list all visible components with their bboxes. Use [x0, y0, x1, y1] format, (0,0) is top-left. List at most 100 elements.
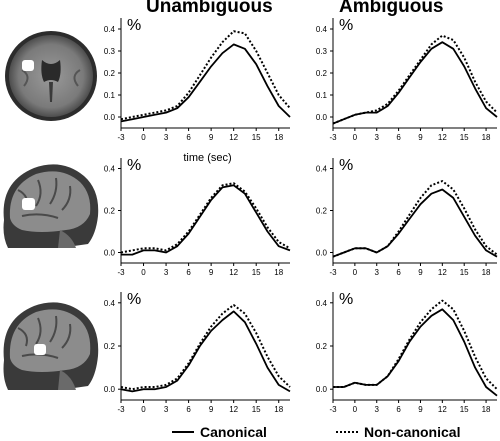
legend-non-canonical-label: Non-canonical [364, 424, 461, 440]
panel-3-ambiguous-x-tick-label: 18 [482, 405, 491, 414]
time-axis-label: time (sec) [183, 152, 231, 164]
legend-canonical-label: Canonical [200, 424, 267, 440]
panel-1-unambiguous-y-tick-label: 0.2 [104, 69, 116, 78]
panel-3-unambiguous-x-tick-label: 6 [186, 405, 191, 414]
panel-2-ambiguous-x-tick-label: 15 [460, 268, 469, 277]
panel-2-unambiguous-x-tick-label: 6 [186, 268, 191, 277]
panel-1-unambiguous-y-tick-label: 0.4 [104, 25, 116, 34]
panel-3-unambiguous-x-tick-label: 0 [141, 405, 146, 414]
roi-marker-3 [34, 344, 46, 355]
panel-3-ambiguous-x-tick-label: 9 [418, 405, 423, 414]
panel-3-unambiguous-y-tick-label: 0.2 [104, 342, 116, 351]
panel-2-unambiguous-series-canonical [121, 184, 291, 256]
header-ambiguous: Ambiguous [339, 0, 444, 17]
panel-3-unambiguous-unit-label: % [127, 291, 141, 308]
panel-1-unambiguous-y-tick-label: 0.0 [104, 113, 116, 122]
panel-3-ambiguous-x-tick-label: -3 [329, 405, 337, 414]
roi-marker-2 [22, 198, 35, 210]
panel-2-unambiguous-x-tick-label: 3 [164, 268, 169, 277]
panel-1-ambiguous-x-tick-label: 6 [396, 133, 401, 142]
panel-1-ambiguous-x-tick-label: 15 [460, 133, 469, 142]
panel-2-unambiguous-series-non-canonical [120, 182, 291, 254]
panel-1-ambiguous-y-tick-label: 0.2 [316, 69, 328, 78]
panel-1-ambiguous-x-tick-label: 12 [438, 133, 447, 142]
panel-3-ambiguous-x-tick-label: 0 [353, 405, 358, 414]
panel-2-unambiguous-x-tick-label: 12 [229, 268, 238, 277]
panel-2-unambiguous-y-tick-label: 0.0 [104, 249, 116, 258]
panel-1-ambiguous-series-non-canonical [332, 34, 498, 125]
panel-2-unambiguous-unit-label: % [127, 157, 141, 174]
panel-3-unambiguous-x-tick-label: 18 [274, 405, 283, 414]
panel-3-ambiguous-y-tick-label: 0.4 [316, 299, 328, 308]
brain-sagittal-image-1 [0, 160, 100, 248]
panel-1-ambiguous-x-tick-label: 3 [375, 133, 380, 142]
panel-1-unambiguous-y-tick-label: 0.3 [104, 47, 116, 56]
panel-1-ambiguous-y-tick-label: 0.3 [316, 47, 328, 56]
panel-2-unambiguous-x-tick-label: 18 [274, 268, 283, 277]
panel-1-ambiguous-y-tick-label: 0.0 [316, 113, 328, 122]
panel-3-unambiguous-x-tick-label: -3 [117, 405, 125, 414]
panel-1-unambiguous-unit-label: % [127, 17, 141, 34]
panel-2-ambiguous-x-tick-label: 6 [396, 268, 401, 277]
panel-2-ambiguous-series-non-canonical [332, 180, 498, 258]
panel-3-unambiguous-x-tick-label: 15 [252, 405, 261, 414]
panel-2-ambiguous-unit-label: % [339, 157, 353, 174]
panel-3-ambiguous-x-tick-label: 12 [438, 405, 447, 414]
panel-1-unambiguous-x-tick-label: 6 [186, 133, 191, 142]
panel-1-unambiguous-x-tick-label: 0 [141, 133, 146, 142]
panel-1-unambiguous-series-non-canonical [120, 30, 291, 121]
panel-2-unambiguous-y-tick-label: 0.2 [104, 207, 116, 216]
panel-3-unambiguous-series-canonical [120, 310, 291, 393]
panel-3-unambiguous-y-tick-label: 0.4 [104, 299, 116, 308]
panel-3-ambiguous-x-tick-label: 6 [396, 405, 401, 414]
panel-1-ambiguous-unit-label: % [339, 17, 353, 34]
panel-3-unambiguous-x-tick-label: 9 [209, 405, 214, 414]
legend-non-canonical: Non-canonical [336, 424, 460, 440]
panel-3-unambiguous-y-tick-label: 0.0 [104, 385, 116, 394]
header-unambiguous: Unambiguous [146, 0, 273, 17]
panel-3-ambiguous-x-tick-label: 15 [460, 405, 469, 414]
panel-2-unambiguous-x-tick-label: 9 [209, 268, 214, 277]
panel-2-unambiguous-x-tick-label: 15 [252, 268, 261, 277]
panel-1-ambiguous-series-canonical [332, 41, 498, 125]
panel-3-ambiguous-y-tick-label: 0.2 [316, 342, 328, 351]
panel-1-unambiguous-y-tick-label: 0.1 [104, 91, 116, 100]
panel-1-ambiguous-x-tick-label: 0 [353, 133, 358, 142]
panel-3-ambiguous-series-non-canonical [333, 299, 498, 390]
brain-axial-image [2, 30, 100, 122]
panel-1-unambiguous-x-tick-label: 15 [252, 133, 261, 142]
panel-2-ambiguous-x-tick-label: 18 [482, 268, 491, 277]
panel-2-ambiguous-x-tick-label: 0 [353, 268, 358, 277]
brain-sagittal-image-2 [0, 298, 100, 390]
panel-2-ambiguous-y-tick-label: 0.2 [316, 207, 328, 216]
panel-1-unambiguous-x-tick-label: 12 [229, 133, 238, 142]
panel-3-ambiguous-x-tick-label: 3 [375, 405, 380, 414]
panel-3-unambiguous-series-non-canonical [120, 304, 291, 391]
panel-1-ambiguous-x-tick-label: -3 [329, 133, 337, 142]
panel-1-ambiguous-y-tick-label: 0.4 [316, 25, 328, 34]
panel-1-unambiguous-series-canonical [120, 43, 291, 123]
panel-2-ambiguous-y-tick-label: 0.0 [316, 249, 328, 258]
legend-canonical: Canonical [172, 424, 267, 440]
panel-2-unambiguous-x-tick-label: 0 [141, 268, 146, 277]
panel-2-unambiguous-y-tick-label: 0.4 [104, 165, 116, 174]
panel-2-ambiguous-x-tick-label: 9 [418, 268, 423, 277]
panel-2-ambiguous-x-tick-label: 12 [438, 268, 447, 277]
panel-3-unambiguous-x-tick-label: 3 [164, 405, 169, 414]
panel-3-unambiguous-x-tick-label: 12 [229, 405, 238, 414]
panel-3-ambiguous-y-tick-label: 0.0 [316, 385, 328, 394]
panel-2-unambiguous-x-tick-label: -3 [117, 268, 125, 277]
panel-3-ambiguous-unit-label: % [339, 291, 353, 308]
panel-1-ambiguous-x-tick-label: 9 [418, 133, 423, 142]
panel-1-ambiguous-x-tick-label: 18 [482, 133, 491, 142]
roi-marker-1 [22, 60, 34, 71]
panel-1-unambiguous-x-tick-label: -3 [117, 133, 125, 142]
panel-2-ambiguous-y-tick-label: 0.4 [316, 165, 328, 174]
panel-2-ambiguous-x-tick-label: 3 [375, 268, 380, 277]
panel-1-ambiguous-y-tick-label: 0.1 [316, 91, 328, 100]
panel-1-unambiguous-x-tick-label: 18 [274, 133, 283, 142]
panel-1-unambiguous-x-tick-label: 3 [164, 133, 169, 142]
panel-1-unambiguous-x-tick-label: 9 [209, 133, 214, 142]
panel-2-ambiguous-x-tick-label: -3 [329, 268, 337, 277]
